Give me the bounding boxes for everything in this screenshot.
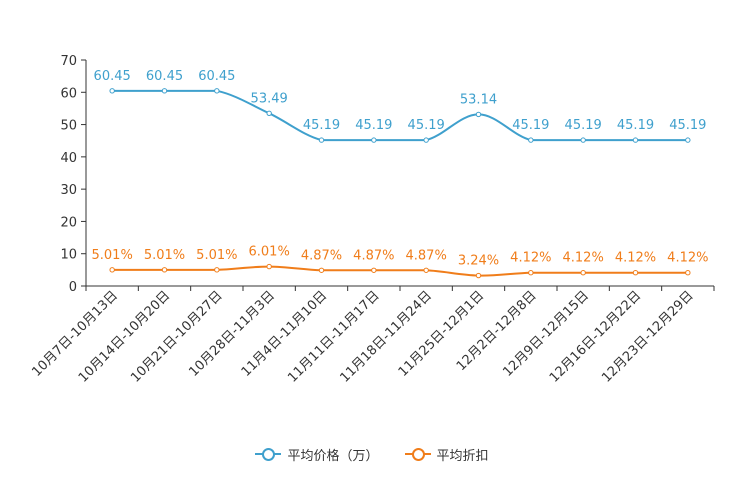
x-tick-label: 11月18日-11月24日 <box>338 288 435 385</box>
chart-legend: 平均价格（万） 平均折扣 <box>0 440 744 468</box>
data-label: 45.19 <box>565 118 602 133</box>
y-tick-label: 60 <box>60 86 77 101</box>
data-label: 5.01% <box>144 248 185 263</box>
data-point <box>214 88 220 94</box>
data-point <box>371 267 377 273</box>
data-label: 4.87% <box>301 248 342 263</box>
x-tick-label: 12月23日-12月29日 <box>599 288 696 385</box>
data-point <box>161 267 168 273</box>
data-label: 4.12% <box>667 251 708 266</box>
data-label: 45.19 <box>355 118 392 133</box>
data-label: 53.49 <box>251 91 288 106</box>
data-label: 6.01% <box>249 245 290 260</box>
data-point <box>109 88 115 94</box>
data-label: 4.12% <box>615 251 656 266</box>
data-label: 60.45 <box>94 69 131 84</box>
data-point <box>632 269 639 276</box>
data-point <box>318 267 325 273</box>
series-line-0 <box>112 89 688 142</box>
price-legend-circle <box>262 448 276 461</box>
y-tick-label: 70 <box>60 54 77 69</box>
x-tick-label: 12月16日-12月22日 <box>547 288 644 385</box>
data-label: 4.87% <box>406 248 447 263</box>
data-point <box>318 137 325 143</box>
legend-label-price: 平均价格（万） <box>287 448 379 464</box>
data-label: 45.19 <box>408 118 445 133</box>
data-point <box>528 137 534 143</box>
legend-item-price[interactable]: 平均价格（万） <box>255 445 379 464</box>
data-point <box>685 269 691 276</box>
data-label: 4.12% <box>563 251 604 266</box>
data-point <box>475 272 482 279</box>
y-tick-label: 40 <box>60 151 77 166</box>
data-point <box>161 88 168 94</box>
series-line-1 <box>112 265 688 277</box>
x-tick-label: 11月11日-11月17日 <box>285 288 382 385</box>
data-point <box>632 137 639 143</box>
data-point <box>423 267 429 273</box>
data-label: 4.12% <box>510 251 551 266</box>
data-point <box>528 269 534 276</box>
data-label: 45.19 <box>669 118 706 133</box>
data-label: 45.19 <box>512 118 549 133</box>
discount-legend-icon <box>404 447 431 461</box>
y-tick-label: 10 <box>60 248 77 263</box>
data-label: 5.01% <box>92 248 133 263</box>
data-label: 60.45 <box>146 69 183 84</box>
data-point <box>109 267 115 273</box>
data-label: 45.19 <box>303 118 340 133</box>
price-legend-icon <box>255 447 282 461</box>
data-point <box>214 267 220 273</box>
legend-label-discount: 平均折扣 <box>436 448 489 464</box>
legend-item-discount[interactable]: 平均折扣 <box>404 445 489 464</box>
data-point <box>685 137 691 143</box>
data-point <box>580 137 586 143</box>
y-tick-label: 30 <box>60 183 77 198</box>
x-tick-label: 10月21日-10月27日 <box>128 288 225 385</box>
data-label: 5.01% <box>196 248 237 263</box>
data-point <box>475 111 482 118</box>
y-tick-label: 0 <box>69 280 77 295</box>
data-label: 4.87% <box>353 248 394 263</box>
data-label: 53.14 <box>460 92 497 107</box>
data-label: 45.19 <box>617 118 654 133</box>
x-tick-label: 10月14日-10月20日 <box>76 288 173 385</box>
data-point <box>371 137 377 143</box>
data-label: 60.45 <box>198 69 235 84</box>
y-tick-label: 50 <box>60 119 77 134</box>
data-point <box>580 269 586 276</box>
data-point <box>266 110 272 117</box>
x-tick-label: 10月7日-10月13日 <box>29 288 121 380</box>
data-label: 3.24% <box>458 254 499 269</box>
y-tick-label: 20 <box>60 215 77 230</box>
data-point <box>423 137 429 143</box>
discount-legend-circle <box>411 448 425 461</box>
data-point <box>266 263 272 270</box>
